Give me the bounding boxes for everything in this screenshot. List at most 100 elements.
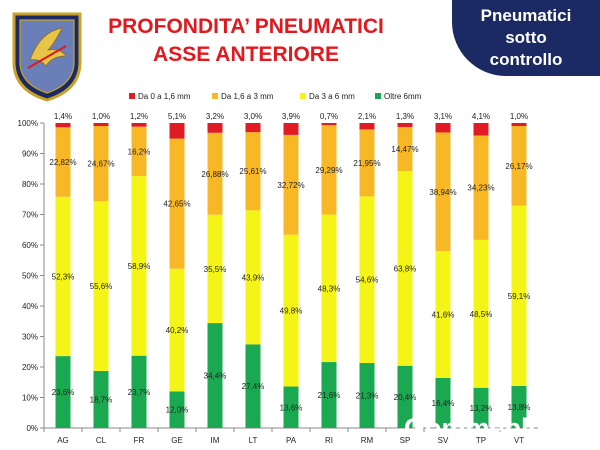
x-tick-label: IM bbox=[211, 436, 220, 445]
data-label: 3,9% bbox=[282, 112, 300, 121]
bar-segment bbox=[93, 370, 109, 428]
bar-segment bbox=[169, 268, 185, 392]
bar-segment bbox=[359, 129, 375, 197]
legend-swatch bbox=[300, 93, 306, 99]
data-label: 0,7% bbox=[320, 112, 338, 121]
bar-segment bbox=[321, 214, 337, 363]
bar-segment bbox=[55, 356, 71, 428]
bar-segment bbox=[511, 205, 527, 386]
x-tick-label: RM bbox=[361, 436, 374, 445]
data-label: 24,67% bbox=[87, 160, 114, 169]
data-label: 14,47% bbox=[391, 145, 418, 154]
x-tick-label: RI bbox=[325, 436, 333, 445]
bar-segment bbox=[397, 171, 413, 366]
bar-segment bbox=[245, 123, 261, 133]
data-label: 26,17% bbox=[505, 162, 532, 171]
bar-segment bbox=[321, 362, 337, 428]
data-label: 1,0% bbox=[510, 112, 528, 121]
y-tick-label: 10% bbox=[22, 394, 38, 403]
banner: Pneumatici sotto controllo bbox=[452, 0, 600, 76]
legend-label: Da 1,6 a 3 mm bbox=[221, 92, 274, 101]
bar-segment bbox=[207, 323, 223, 428]
bar-segment bbox=[435, 123, 451, 133]
data-label: 41,6% bbox=[432, 311, 455, 320]
x-tick-label: PA bbox=[286, 436, 297, 445]
bar-segment bbox=[397, 365, 413, 428]
legend-swatch bbox=[375, 93, 381, 99]
x-tick-label: GE bbox=[171, 436, 183, 445]
y-tick-label: 60% bbox=[22, 241, 38, 250]
data-label: 21,6% bbox=[318, 391, 341, 400]
bar-segment bbox=[283, 123, 299, 135]
legend-label: Oltre 6mm bbox=[384, 92, 422, 101]
bar-segment bbox=[169, 123, 185, 139]
x-tick-label: CL bbox=[96, 436, 107, 445]
y-tick-label: 0% bbox=[26, 424, 38, 433]
banner-line-2: sotto bbox=[505, 28, 547, 47]
legend-swatch bbox=[212, 93, 218, 99]
data-label: 13,6% bbox=[280, 403, 303, 412]
bar-segment bbox=[93, 126, 109, 202]
data-label: 13,8% bbox=[508, 403, 531, 412]
y-tick-label: 70% bbox=[22, 211, 38, 220]
bar-segment bbox=[207, 123, 223, 133]
data-label: 20,4% bbox=[394, 393, 417, 402]
bar-segment bbox=[359, 196, 375, 364]
data-label: 16,2% bbox=[128, 147, 151, 156]
data-label: 1,3% bbox=[396, 112, 414, 121]
data-label: 23,6% bbox=[52, 388, 75, 397]
x-tick-label: FR bbox=[134, 436, 145, 445]
data-label: 34,23% bbox=[467, 184, 494, 193]
bar-segment bbox=[245, 132, 261, 211]
bar-segment bbox=[93, 201, 109, 371]
data-label: 5,1% bbox=[168, 112, 186, 121]
data-label: 55,6% bbox=[90, 282, 113, 291]
bar-segment bbox=[473, 123, 489, 136]
data-label: 3,1% bbox=[434, 112, 452, 121]
bar-segment bbox=[435, 378, 451, 428]
bar-segment bbox=[55, 123, 71, 128]
data-label: 3,0% bbox=[244, 112, 262, 121]
data-label: 4,1% bbox=[472, 112, 490, 121]
data-label: 40,2% bbox=[166, 326, 189, 335]
bar-segment bbox=[511, 123, 527, 127]
y-tick-label: 30% bbox=[22, 333, 38, 342]
data-label: 35,5% bbox=[204, 265, 227, 274]
data-label: 1,0% bbox=[92, 112, 110, 121]
data-label: 1,4% bbox=[54, 112, 72, 121]
data-label: 29,29% bbox=[315, 166, 342, 175]
bar-segment bbox=[473, 387, 489, 428]
data-label: 48,5% bbox=[470, 310, 493, 319]
data-label: 21,95% bbox=[353, 159, 380, 168]
data-label: 59,1% bbox=[508, 292, 531, 301]
bar-segment bbox=[473, 135, 489, 240]
x-tick-label: SV bbox=[438, 436, 449, 445]
bar-segment bbox=[435, 132, 451, 252]
bar-segment bbox=[511, 385, 527, 428]
y-tick-label: 20% bbox=[22, 363, 38, 372]
bar-segment bbox=[131, 176, 147, 356]
banner-line-1: Pneumatici bbox=[480, 6, 572, 25]
title-line-2: ASSE ANTERIORE bbox=[153, 43, 339, 66]
data-label: 27,4% bbox=[242, 382, 265, 391]
legend-label: Da 3 a 6 mm bbox=[309, 92, 355, 101]
polizia-stradale-logo bbox=[12, 12, 82, 102]
x-tick-label: VT bbox=[514, 436, 524, 445]
bar-segment bbox=[55, 127, 71, 197]
bar-segment bbox=[397, 123, 413, 127]
data-label: 58,9% bbox=[128, 262, 151, 271]
data-label: 49,8% bbox=[280, 307, 303, 316]
data-label: 22,82% bbox=[49, 158, 76, 167]
data-label: 43,9% bbox=[242, 273, 265, 282]
bar-segment bbox=[207, 132, 223, 215]
bar-segment bbox=[245, 210, 261, 345]
bar-segment bbox=[321, 123, 337, 126]
bar-segment bbox=[473, 239, 489, 388]
y-tick-label: 50% bbox=[22, 272, 38, 281]
data-label: 3,2% bbox=[206, 112, 224, 121]
x-tick-label: LT bbox=[249, 436, 258, 445]
x-tick-label: TP bbox=[476, 436, 486, 445]
data-label: 52,3% bbox=[52, 272, 75, 281]
